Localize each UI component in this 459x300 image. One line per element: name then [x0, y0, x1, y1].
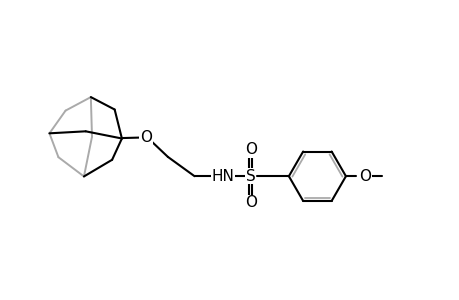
Text: O: O [244, 142, 256, 157]
Text: O: O [244, 195, 256, 210]
Text: S: S [245, 169, 255, 184]
Text: HN: HN [211, 169, 234, 184]
Text: O: O [140, 130, 151, 145]
Text: O: O [358, 169, 370, 184]
